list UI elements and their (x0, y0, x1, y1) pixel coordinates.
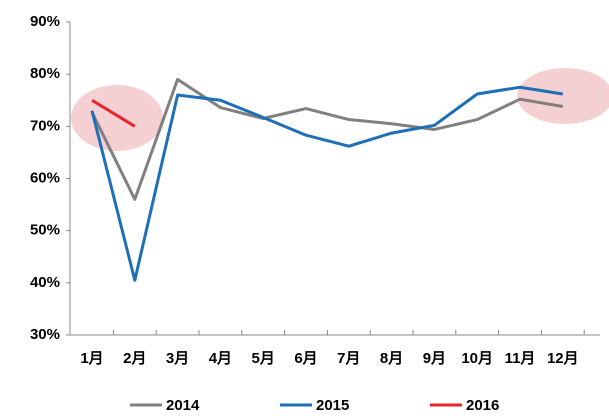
legend-label: 2015 (316, 397, 349, 414)
x-tick-label: 10月 (461, 350, 493, 367)
x-tick-label: 3月 (166, 350, 189, 367)
y-tick-label: 40% (30, 274, 60, 291)
highlight (71, 85, 163, 151)
legend-label: 2014 (166, 397, 200, 414)
y-tick-label: 30% (30, 326, 60, 343)
x-tick-label: 11月 (505, 350, 536, 367)
series-line (90, 85, 564, 282)
x-tick-label: 6月 (294, 350, 317, 367)
x-tick-label: 2月 (123, 350, 146, 367)
x-tick-label: 7月 (337, 350, 360, 367)
series-line (90, 77, 564, 201)
x-tick-label: 12月 (547, 350, 579, 367)
y-tick-label: 60% (30, 169, 60, 186)
series-line (91, 98, 136, 128)
x-tick-label: 8月 (380, 350, 403, 367)
legend-label: 2016 (466, 397, 499, 414)
y-tick-label: 50% (30, 222, 60, 239)
y-tick-label: 80% (30, 65, 60, 82)
y-tick-label: 70% (30, 117, 60, 134)
x-tick-label: 4月 (209, 350, 232, 367)
x-tick-label: 1月 (80, 350, 103, 367)
x-tick-label: 5月 (252, 350, 275, 367)
highlight (517, 68, 609, 124)
x-tick-label: 9月 (423, 350, 446, 367)
y-tick-label: 90% (30, 13, 60, 30)
